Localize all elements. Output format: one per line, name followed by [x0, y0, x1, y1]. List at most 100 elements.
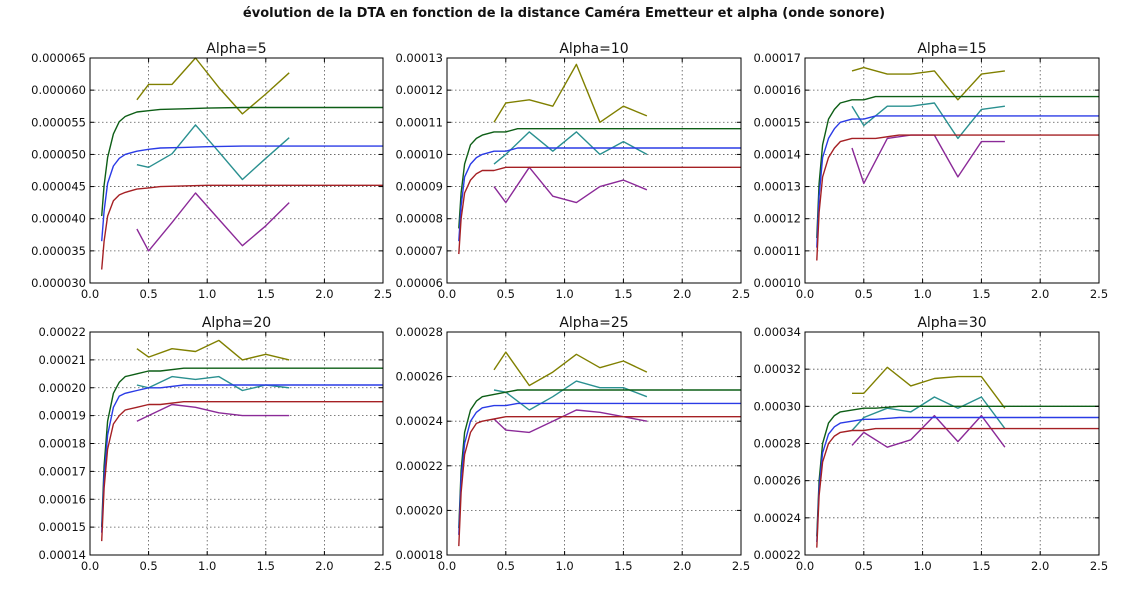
series-line-green	[458, 127, 741, 229]
x-tick-label: 2.0	[673, 287, 691, 301]
series-line-red	[458, 166, 741, 255]
y-tick-label: 0.00014	[38, 548, 86, 562]
y-tick-label: 0.00028	[395, 325, 443, 339]
x-tick-label: 2.0	[1031, 559, 1049, 573]
y-tick-label: 0.000060	[31, 83, 86, 97]
y-tick-label: 0.00034	[753, 325, 801, 339]
plot-frame	[446, 57, 742, 284]
series-line-purple	[493, 409, 648, 434]
plot-frame	[804, 57, 1100, 284]
x-tick-label: 1.5	[257, 287, 275, 301]
y-tick-label: 0.00024	[395, 414, 443, 428]
series-line-olive	[493, 63, 648, 124]
series-line-purple	[136, 192, 290, 252]
series-line-red	[101, 184, 383, 270]
series-line-green	[816, 95, 1099, 239]
subplot-title: Alpha=5	[206, 41, 266, 57]
x-tick-label: 2.5	[374, 559, 392, 573]
x-tick-label: 0.0	[438, 287, 456, 301]
y-tick-label: 0.00012	[753, 212, 801, 226]
x-tick-label: 2.0	[673, 559, 691, 573]
series-line-blue	[458, 402, 741, 535]
y-tick-label: 0.000035	[31, 244, 86, 258]
x-tick-label: 0.0	[796, 287, 814, 301]
series-line-green	[816, 405, 1099, 537]
y-tick-label: 0.000065	[31, 51, 86, 65]
series-line-blue	[101, 384, 383, 533]
x-tick-label: 1.0	[555, 287, 573, 301]
y-tick-label: 0.00011	[753, 244, 801, 258]
series-line-teal	[136, 375, 290, 392]
y-tick-label: 0.00018	[38, 437, 86, 451]
y-tick-label: 0.00015	[753, 115, 801, 129]
x-tick-label: 2.0	[315, 287, 333, 301]
y-tick-label: 0.000050	[31, 147, 86, 161]
series-line-purple	[136, 403, 290, 422]
series-line-green	[458, 389, 741, 529]
subplot-5: 0.0 0.5 1.0 1.5 2.0 2.5 0.00018 0.00020 0.00022 0…	[395, 315, 750, 573]
x-tick-label: 2.5	[374, 287, 392, 301]
y-tick-label: 0.00032	[753, 362, 801, 376]
x-tick-label: 1.5	[972, 559, 990, 573]
figure-title: évolution de la DTA en fonction de la di…	[242, 6, 886, 21]
y-tick-label: 0.000055	[31, 115, 86, 129]
x-tick-label: 2.0	[1031, 287, 1049, 301]
subplot-1: 0.0 0.5 1.0 1.5 2.0 2.5 0.000030 0.000035 0.0000…	[31, 41, 392, 301]
x-tick-label: 1.5	[614, 559, 632, 573]
subplot-4: 0.0 0.5 1.0 1.5 2.0 2.5 0.00014 0.00015 0.00016 0…	[38, 315, 392, 573]
y-tick-label: 0.00016	[753, 83, 801, 97]
y-tick-label: 0.00006	[395, 276, 443, 290]
series-line-green	[101, 367, 383, 528]
y-tick-label: 0.00020	[38, 381, 86, 395]
x-tick-label: 0.5	[139, 559, 157, 573]
series-line-teal	[851, 396, 1006, 431]
x-tick-label: 1.0	[555, 559, 573, 573]
series-line-olive	[493, 351, 648, 387]
x-tick-label: 1.5	[972, 287, 990, 301]
x-tick-label: 0.5	[497, 287, 515, 301]
x-tick-label: 2.0	[315, 559, 333, 573]
y-tick-label: 0.00017	[753, 51, 801, 65]
x-tick-label: 2.5	[1090, 559, 1108, 573]
y-tick-label: 0.00028	[753, 437, 801, 451]
y-tick-label: 0.00013	[753, 180, 801, 194]
x-tick-label: 0.5	[497, 559, 515, 573]
x-tick-label: 0.5	[139, 287, 157, 301]
y-tick-label: 0.00009	[395, 180, 443, 194]
subplot-title: Alpha=10	[559, 41, 628, 57]
y-tick-label: 0.00030	[753, 399, 801, 413]
y-tick-label: 0.00017	[38, 464, 86, 478]
subplot-title: Alpha=30	[917, 315, 986, 331]
x-tick-label: 0.0	[81, 559, 99, 573]
series-line-purple	[493, 166, 648, 204]
y-tick-label: 0.00015	[38, 520, 86, 534]
y-tick-label: 0.00012	[395, 83, 443, 97]
series-line-blue	[816, 115, 1099, 248]
y-tick-label: 0.000045	[31, 180, 86, 194]
x-tick-label: 1.5	[614, 287, 632, 301]
x-tick-label: 1.0	[913, 559, 931, 573]
y-tick-label: 0.00016	[38, 492, 86, 506]
x-tick-label: 0.5	[855, 287, 873, 301]
series-line-purple	[851, 414, 1006, 448]
y-tick-label: 0.00011	[395, 115, 443, 129]
series-line-red	[101, 401, 383, 542]
subplot-title: Alpha=15	[917, 41, 986, 57]
series-line-olive	[136, 339, 290, 361]
x-tick-label: 1.0	[198, 287, 216, 301]
y-tick-label: 0.000030	[31, 276, 86, 290]
y-tick-label: 0.00014	[753, 147, 801, 161]
x-tick-label: 2.5	[732, 287, 750, 301]
series-line-red	[816, 427, 1099, 548]
subplot-title: Alpha=20	[202, 315, 271, 331]
y-tick-label: 0.00026	[395, 370, 443, 384]
y-tick-label: 0.000040	[31, 212, 86, 226]
y-tick-label: 0.00010	[395, 147, 443, 161]
y-tick-label: 0.00007	[395, 244, 443, 258]
subplot-title: Alpha=25	[559, 315, 628, 331]
x-tick-label: 1.0	[913, 287, 931, 301]
y-tick-label: 0.00018	[395, 548, 443, 562]
subplot-3: 0.0 0.5 1.0 1.5 2.0 2.5 0.00010 0.00011 0.00012 0…	[753, 41, 1108, 301]
y-tick-label: 0.00013	[395, 51, 443, 65]
